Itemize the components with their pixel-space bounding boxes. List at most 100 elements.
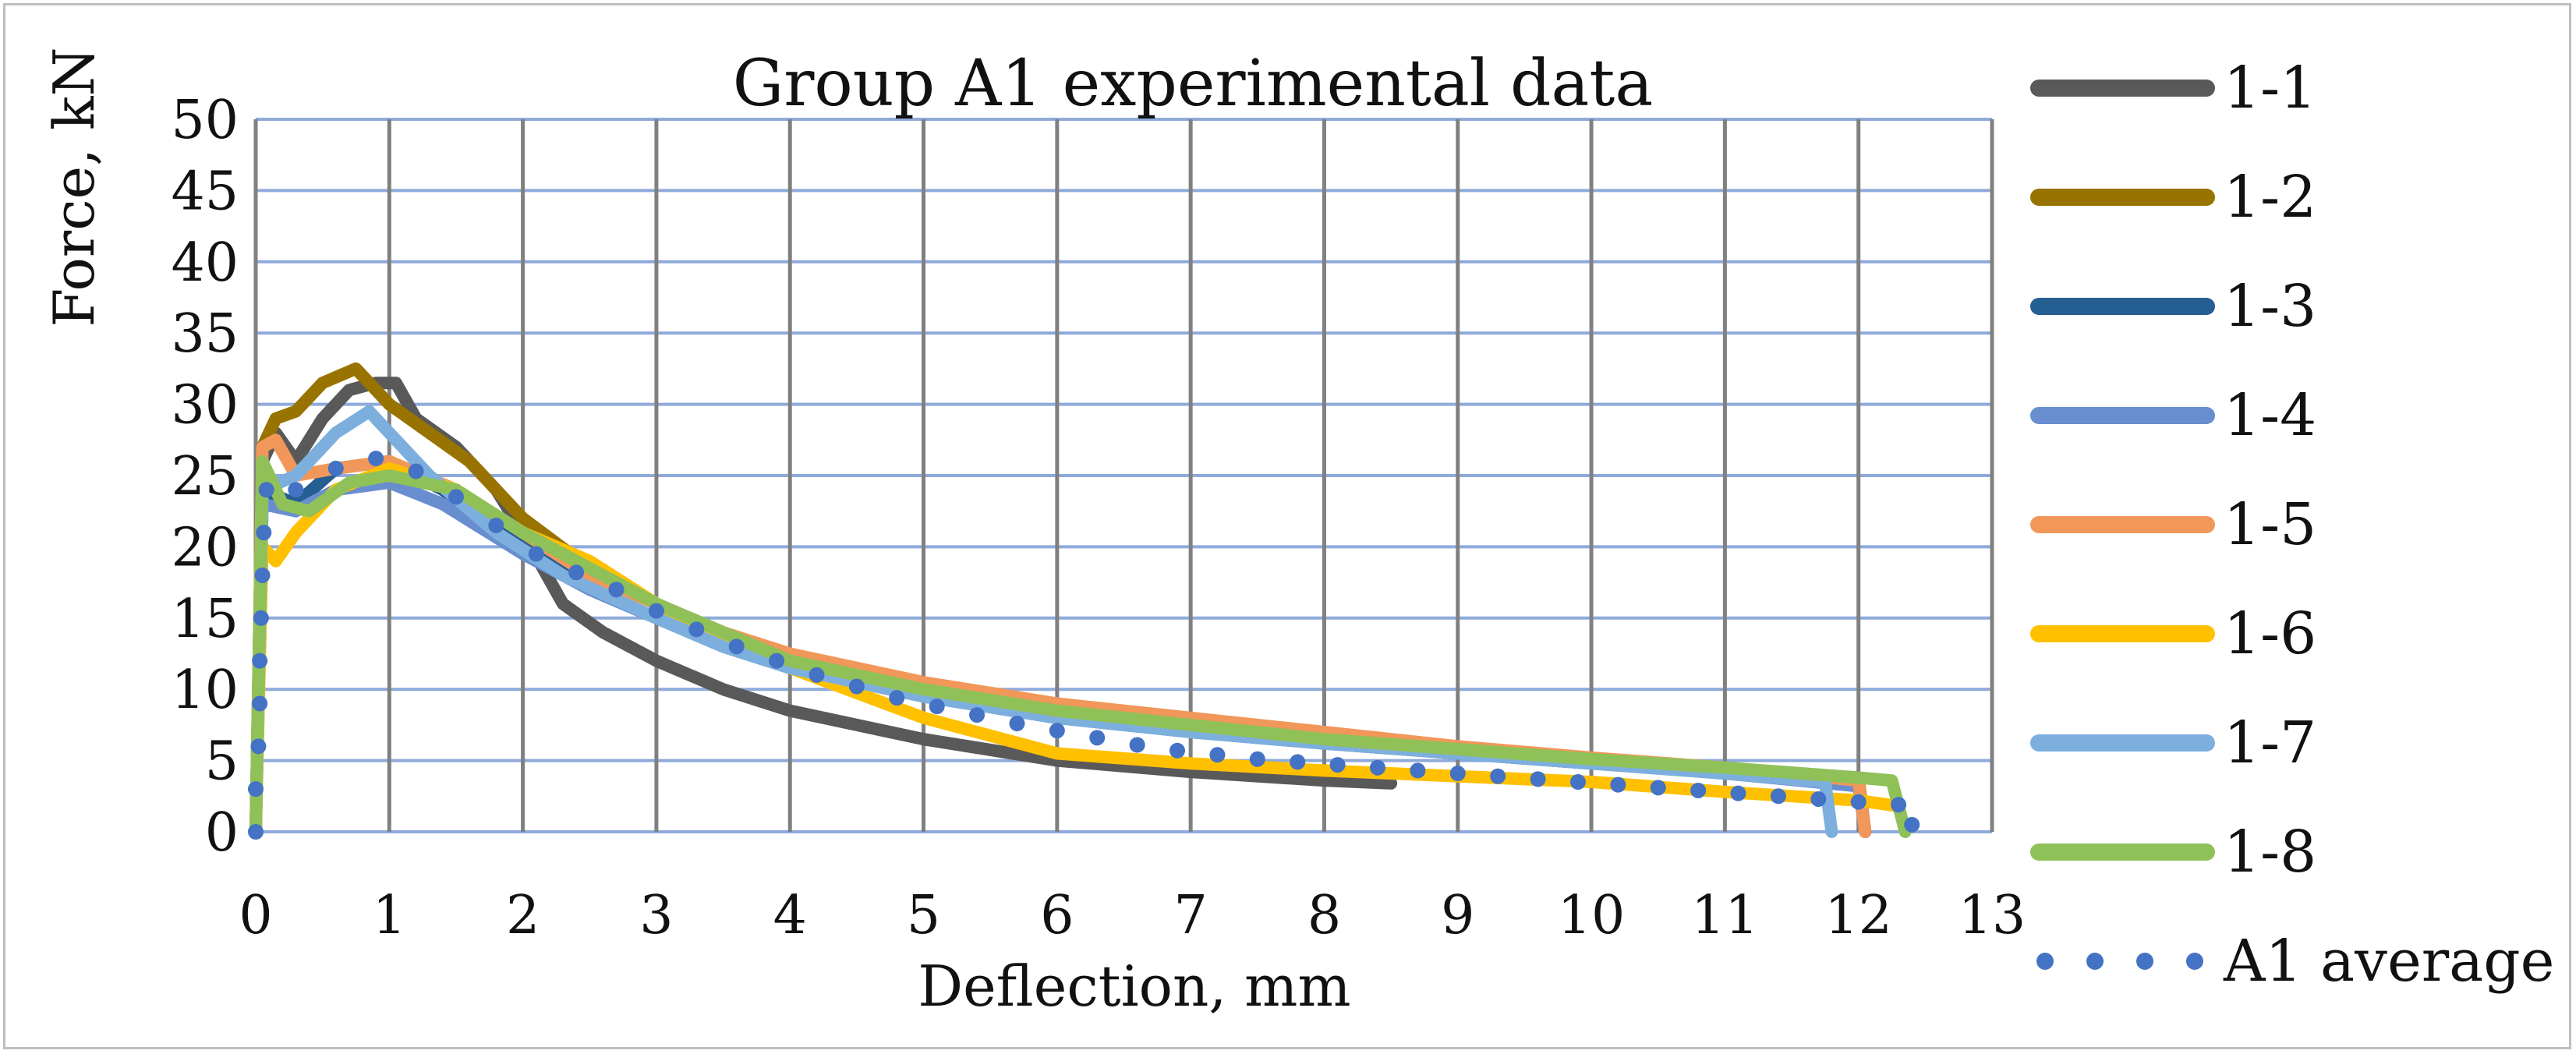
y-tick-label: 30 <box>171 375 239 437</box>
legend-a1-average-swatch-dot <box>2086 953 2104 970</box>
x-tick-label: 3 <box>639 885 673 946</box>
y-tick-label: 25 <box>171 446 239 508</box>
y-tick-label: 15 <box>171 589 239 650</box>
y-axis-title: Force, kN <box>41 47 107 327</box>
series-a1-average-point <box>1329 757 1346 773</box>
series-a1-average-point <box>1891 797 1907 813</box>
legend-1-3-label: 1-3 <box>2224 273 2316 340</box>
series-a1-average-point <box>1410 762 1426 779</box>
series-a1-average-point <box>1904 816 1920 833</box>
series-a1-average-point <box>1810 790 1827 807</box>
series-a1-average-markers <box>248 451 1920 840</box>
series-a1-average-point <box>528 546 544 562</box>
x-tick-label: 8 <box>1307 885 1341 946</box>
series-1-8-line <box>249 454 1912 838</box>
x-tick-label: 10 <box>1558 885 1626 946</box>
series-a1-average-point <box>1690 782 1707 798</box>
series-a1-average-point <box>368 451 384 467</box>
x-tick-labels: 0 1 2 3 4 5 6 7 8 9 10 11 12 13 <box>239 885 2026 946</box>
y-tick-label: 45 <box>171 161 239 222</box>
legend: 1-1 1-2 1-3 1-4 1-5 1-6 1-7 1-8 A1 average <box>2030 55 2554 995</box>
chart-title: Group A1 experimental data <box>733 47 1654 121</box>
series-a1-average-point <box>252 695 268 712</box>
legend-a1-average-label: A1 average <box>2223 928 2554 995</box>
legend-1-2-label: 1-2 <box>2224 164 2316 231</box>
series-a1-average-point <box>254 567 271 583</box>
y-tick-label: 20 <box>171 517 239 578</box>
x-tick-label: 9 <box>1441 885 1474 946</box>
series-a1-average-point <box>253 610 269 626</box>
x-tick-label: 7 <box>1174 885 1208 946</box>
series-a1-average-point <box>969 707 985 723</box>
series-a1-average-point <box>1449 766 1466 782</box>
legend-a1-average-swatch-dot <box>2136 953 2153 970</box>
series-a1-average-point <box>327 460 344 476</box>
series-a1-average-point <box>1049 723 1065 739</box>
x-tick-label: 11 <box>1691 885 1759 946</box>
series-a1-average-point <box>769 653 785 669</box>
series-a1-average-point <box>688 621 705 638</box>
series-a1-average-point <box>929 699 945 715</box>
x-axis-title: Deflection, mm <box>918 953 1350 1019</box>
series-1-6-line <box>249 462 1905 838</box>
series-a1-average-point <box>256 525 272 541</box>
series-a1-average-point <box>1290 754 1306 770</box>
series-a1-average-point <box>1490 768 1506 784</box>
chart-frame <box>3 3 2571 1049</box>
series-a1-average-point <box>448 489 464 505</box>
series-a1-average-point <box>1850 794 1867 810</box>
series-a1-average-point <box>1530 771 1546 787</box>
series-a1-average-point <box>728 638 745 655</box>
legend-1-1-label: 1-1 <box>2224 55 2316 122</box>
series-a1-average-point <box>848 678 865 695</box>
x-tick-label: 0 <box>239 885 272 946</box>
x-tick-label: 5 <box>907 885 940 946</box>
series-a1-average-point <box>1249 751 1265 767</box>
y-tick-label: 50 <box>171 90 239 151</box>
series-a1-average-point <box>288 482 304 498</box>
series-a1-average-point <box>1009 716 1025 732</box>
legend-a1-average-swatch-dot <box>2036 953 2054 970</box>
series-a1-average-point <box>248 824 264 840</box>
y-tick-label: 5 <box>205 731 239 793</box>
y-tick-label: 35 <box>171 303 239 365</box>
y-tick-label: 10 <box>171 660 239 721</box>
series-a1-average-point <box>889 690 905 706</box>
legend-1-5-label: 1-5 <box>2224 491 2316 558</box>
series-a1-average-point <box>1169 742 1186 759</box>
series-a1-average-point <box>1610 776 1626 793</box>
series-a1-average-point <box>1209 747 1226 763</box>
y-tick-label: 40 <box>171 232 239 294</box>
series-a1-average-point <box>608 582 625 598</box>
series-a1-average-point <box>250 738 267 755</box>
legend-1-8-label: 1-8 <box>2224 819 2316 886</box>
x-tick-label: 4 <box>773 885 807 946</box>
x-tick-label: 13 <box>1959 885 2026 946</box>
series-a1-average-point <box>408 463 424 479</box>
series-a1-average-point <box>809 667 825 683</box>
series-a1-average-point <box>488 517 504 533</box>
legend-1-4-label: 1-4 <box>2224 382 2316 449</box>
series-a1-average-point <box>248 781 264 798</box>
legend-a1-average-swatch-dot <box>2186 953 2203 970</box>
y-tick-label: 0 <box>205 802 239 864</box>
legend-1-7-label: 1-7 <box>2224 709 2316 776</box>
series-a1-average-point <box>252 653 268 669</box>
x-tick-label: 12 <box>1824 885 1892 946</box>
series-a1-average-point <box>568 564 585 581</box>
series-a1-average-point <box>258 482 274 498</box>
series-a1-average-point <box>1770 788 1786 805</box>
series-a1-average-point <box>1650 780 1666 796</box>
series-lines <box>248 362 1920 840</box>
series-a1-average-point <box>1129 737 1145 753</box>
series-a1-average-point <box>648 603 664 619</box>
x-tick-label: 6 <box>1040 885 1074 946</box>
legend-1-6-label: 1-6 <box>2224 600 2316 667</box>
y-tick-labels: 0 5 10 15 20 25 30 35 40 45 50 <box>171 90 239 864</box>
series-a1-average-point <box>1089 730 1106 746</box>
x-tick-label: 2 <box>506 885 540 946</box>
series-a1-average-point <box>1369 759 1385 776</box>
series-a1-average-point <box>1730 785 1746 801</box>
series-a1-average-point <box>1569 774 1586 790</box>
